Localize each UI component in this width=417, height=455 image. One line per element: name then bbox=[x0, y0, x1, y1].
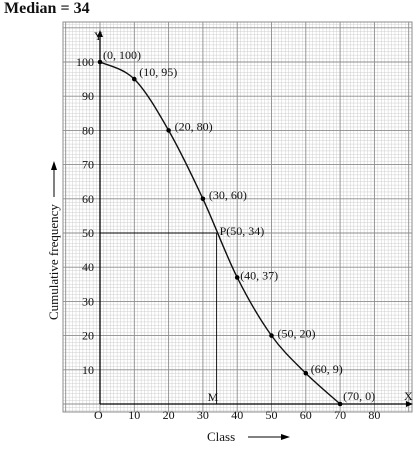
y-tick-label: 10 bbox=[82, 363, 94, 377]
x-tick-label: 80 bbox=[368, 408, 380, 422]
data-point bbox=[166, 128, 171, 133]
data-point bbox=[269, 333, 274, 338]
x-axis-letter: X bbox=[404, 389, 413, 403]
data-point bbox=[132, 76, 137, 82]
origin-label: O bbox=[94, 408, 103, 422]
tick-labels: 10 20 30 40 50 60 70 80 10 20 30 40 50 60 70 80 90 100 bbox=[76, 55, 380, 422]
y-axis-arrowhead bbox=[97, 30, 103, 37]
x-axis-label: Class bbox=[207, 429, 235, 444]
ogive-curve bbox=[99, 61, 341, 405]
data-point-label: (30, 60) bbox=[209, 188, 247, 202]
data-point-label: (50, 20) bbox=[278, 327, 316, 341]
grid-major bbox=[62, 21, 413, 413]
data-point bbox=[200, 196, 206, 202]
median-guides: P(50, 34) M bbox=[100, 224, 264, 404]
y-tick-label: 30 bbox=[82, 294, 94, 308]
x-axis-arrowhead bbox=[406, 401, 413, 407]
x-label-arrowhead bbox=[281, 434, 290, 440]
y-tick-label: 90 bbox=[82, 89, 94, 103]
x-tick-label: 70 bbox=[334, 408, 346, 422]
data-point bbox=[303, 370, 309, 376]
data-point-label: (60, 9) bbox=[311, 362, 343, 376]
y-axis-label: Cumulative frequency bbox=[46, 204, 61, 320]
data-point-label: (40, 37) bbox=[240, 268, 278, 282]
y-tick-label: 20 bbox=[82, 329, 94, 343]
data-point bbox=[234, 275, 240, 280]
median-point-label: P(50, 34) bbox=[220, 224, 265, 238]
y-tick-label: 60 bbox=[82, 192, 94, 206]
y-tick-label: 50 bbox=[82, 226, 94, 240]
x-tick-label: 40 bbox=[231, 408, 243, 422]
y-axis-letter: Y bbox=[94, 29, 103, 43]
x-tick-label: 50 bbox=[266, 408, 278, 422]
median-heading: Median = 34 bbox=[4, 0, 90, 17]
y-tick-label: 80 bbox=[82, 123, 94, 137]
x-tick-label: 60 bbox=[300, 408, 312, 422]
data-point-label: (0, 100) bbox=[103, 48, 141, 62]
data-point-label: (20, 80) bbox=[175, 119, 213, 133]
data-point-label: (10, 95) bbox=[139, 65, 177, 79]
x-tick-label: 20 bbox=[163, 408, 175, 422]
y-label-arrowhead bbox=[51, 161, 57, 170]
grid-frame bbox=[62, 21, 413, 413]
data-points: (0, 100) (10, 95) (20, 80) (30, 60) (40, 37)… bbox=[97, 48, 375, 407]
y-tick-label: 100 bbox=[76, 55, 94, 69]
x-tick-label: 10 bbox=[128, 408, 140, 422]
data-point bbox=[97, 59, 103, 65]
x-tick-label: 30 bbox=[197, 408, 209, 422]
data-point-label: (70, 0) bbox=[343, 389, 375, 403]
data-point bbox=[337, 401, 343, 407]
ogive-line bbox=[99, 61, 341, 405]
y-tick-label: 70 bbox=[82, 158, 94, 172]
y-tick-label: 40 bbox=[82, 260, 94, 274]
axes bbox=[97, 30, 413, 407]
median-foot-label: M bbox=[208, 390, 219, 404]
